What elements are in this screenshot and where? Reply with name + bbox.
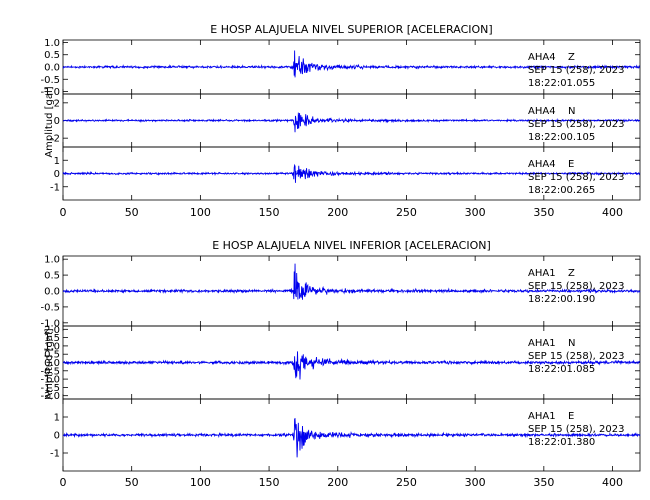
x-tick-label: 100 (190, 206, 211, 219)
y-tick-label: 0.0 (44, 287, 60, 298)
y-tick-label: 0.5 (44, 271, 60, 282)
waveform-line (62, 112, 641, 133)
channel-date: SEP 15 (258), 2023 (528, 281, 624, 292)
x-tick-label: 50 (125, 206, 139, 219)
channel-component: E (568, 411, 574, 422)
waveform-line (62, 50, 641, 78)
channel-station: AHA4 (528, 52, 556, 63)
x-tick-label: 250 (396, 476, 417, 489)
y-tick-label: 2.0 (44, 325, 60, 336)
channel-time: 18:22:00.105 (528, 132, 595, 143)
channel-station: AHA4 (528, 159, 556, 170)
channel-time: 18:22:00.265 (528, 185, 595, 196)
x-tick-label: 400 (602, 476, 623, 489)
y-tick-label: -1.0 (40, 87, 60, 98)
x-tick-label: 250 (396, 206, 417, 219)
y-tick-label: -1 (50, 182, 60, 193)
x-tick-label: 300 (465, 206, 486, 219)
channel-date: SEP 15 (258), 2023 (528, 172, 624, 183)
x-tick-label: 0 (60, 476, 67, 489)
y-tick-label: -0.5 (40, 302, 60, 313)
y-tick-label: 0.0 (44, 63, 60, 74)
y-tick-label: -1.5 (40, 383, 60, 394)
channel-date: SEP 15 (258), 2023 (528, 65, 624, 76)
x-tick-label: 100 (190, 476, 211, 489)
x-tick-label: 300 (465, 476, 486, 489)
channel-station: AHA4 (528, 106, 556, 117)
y-axis-label: Amplitud [gal] (44, 328, 55, 399)
y-tick-label: -1.0 (40, 375, 60, 386)
waveform-line (62, 351, 641, 380)
y-tick-label: 0.0 (44, 358, 60, 369)
channel-time: 18:22:01.085 (528, 364, 595, 375)
channel-station: AHA1 (528, 411, 556, 422)
y-tick-label: -2.0 (40, 391, 60, 402)
channel-date: SEP 15 (258), 2023 (528, 119, 624, 130)
x-tick-label: 200 (327, 206, 348, 219)
waveform-line (62, 418, 641, 458)
waveform-line (62, 163, 641, 183)
channel-time: 18:22:01.380 (528, 437, 595, 448)
channel-date: SEP 15 (258), 2023 (528, 351, 624, 362)
channel-component: Z (568, 268, 575, 279)
y-tick-label: 0.5 (44, 350, 60, 361)
y-tick-label: -1 (50, 449, 60, 460)
x-tick-label: 400 (602, 206, 623, 219)
channel-station: AHA1 (528, 338, 556, 349)
channel-component: N (568, 338, 575, 349)
waveform-line (62, 263, 641, 300)
y-tick-label: 1.0 (44, 255, 60, 266)
y-tick-label: 1.0 (44, 341, 60, 352)
x-tick-label: 0 (60, 206, 67, 219)
y-tick-label: 1 (54, 413, 60, 424)
y-tick-label: 1 (54, 156, 60, 167)
channel-station: AHA1 (528, 268, 556, 279)
y-tick-label: 0 (54, 169, 60, 180)
channel-component: N (568, 106, 575, 117)
y-tick-label: -2 (50, 134, 60, 145)
y-tick-label: -1.0 (40, 318, 60, 329)
channel-time: 18:22:01.055 (528, 78, 595, 89)
x-tick-label: 200 (327, 476, 348, 489)
x-tick-label: 150 (259, 476, 280, 489)
y-tick-label: 0 (54, 431, 60, 442)
y-tick-label: 2 (54, 98, 60, 109)
x-tick-label: 350 (533, 476, 554, 489)
x-tick-label: 50 (125, 476, 139, 489)
y-tick-label: 1.0 (44, 38, 60, 49)
y-tick-label: 0 (54, 116, 60, 127)
x-tick-label: 350 (533, 206, 554, 219)
channel-component: E (568, 159, 574, 170)
y-tick-label: -0.5 (40, 366, 60, 377)
y-tick-label: 0.5 (44, 50, 60, 61)
chart-title: E HOSP ALAJUELA NIVEL INFERIOR [ACELERAC… (212, 239, 491, 252)
y-axis-label: Amplitud [gal] (44, 86, 55, 157)
x-tick-label: 150 (259, 206, 280, 219)
y-tick-label: 1.5 (44, 333, 60, 344)
channel-component: Z (568, 52, 575, 63)
channel-date: SEP 15 (258), 2023 (528, 424, 624, 435)
chart-title: E HOSP ALAJUELA NIVEL SUPERIOR [ACELERAC… (210, 23, 492, 36)
y-tick-label: -0.5 (40, 75, 60, 86)
channel-time: 18:22:00.190 (528, 294, 595, 305)
